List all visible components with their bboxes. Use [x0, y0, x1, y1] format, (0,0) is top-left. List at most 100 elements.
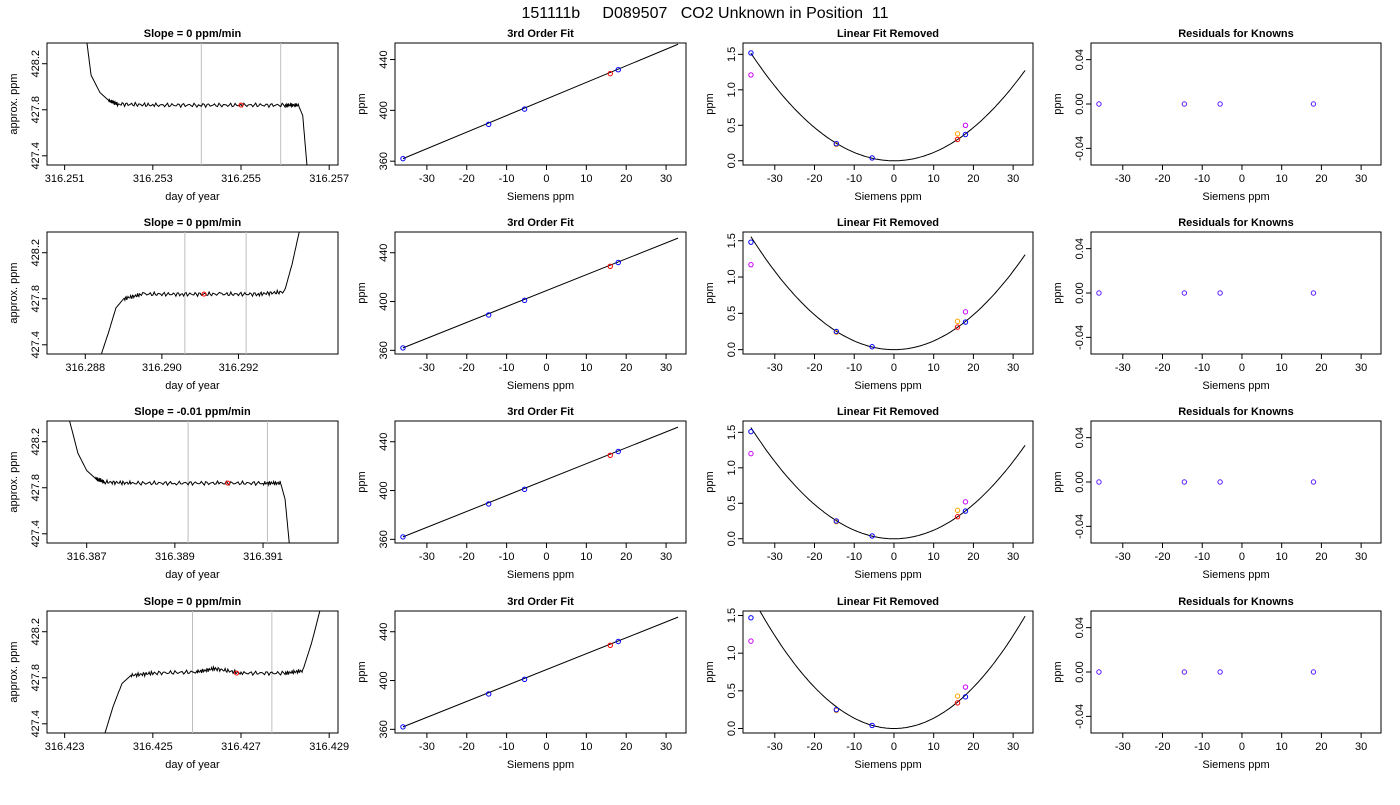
x-tick-label: 10 — [928, 362, 940, 374]
x-tick-label: -20 — [459, 362, 475, 374]
x-tick-label: -30 — [419, 551, 435, 563]
plot-area — [400, 426, 679, 540]
panel-title: Residuals for Knowns — [1178, 28, 1294, 40]
x-tick-label: 10 — [580, 173, 592, 185]
known-point — [748, 428, 754, 435]
x-tick-label: 30 — [1007, 362, 1019, 374]
x-tick-label: 316.387 — [67, 551, 107, 563]
residual-point — [1310, 290, 1317, 296]
known-point — [615, 66, 621, 73]
y-axis-label: ppm — [1052, 93, 1064, 114]
panel-title: Residuals for Knowns — [1178, 406, 1294, 418]
y-axis-label: ppm — [704, 93, 716, 114]
x-tick-label: 10 — [580, 362, 592, 374]
panel-r2-c0: Slope = -0.01 ppm/min 316.387 316.389 316.3… — [8, 406, 339, 581]
y-tick-label: 427.8 — [30, 474, 42, 502]
x-tick-label: -30 — [1115, 551, 1131, 563]
x-tick-label: 20 — [620, 173, 632, 185]
x-tick-label: -20 — [807, 173, 823, 185]
fit-curve — [750, 427, 1026, 540]
x-tick-label: 20 — [620, 551, 632, 563]
residual-point — [1310, 101, 1317, 107]
x-tick-label: 10 — [928, 551, 940, 563]
y-tick-label: 1.0 — [726, 460, 738, 475]
plot-area — [1096, 669, 1317, 675]
residual-point — [1181, 479, 1188, 485]
y-tick-label: 440 — [378, 623, 390, 641]
panel-r1-c2: Linear Fit Removed -30 -20 -10 0 10 20 30 0.0 0.5… — [704, 217, 1034, 392]
x-tick-label: 30 — [660, 741, 672, 753]
residual-point — [1096, 290, 1102, 296]
x-tick-label: 10 — [1276, 362, 1288, 374]
plot-frame — [1090, 610, 1382, 734]
y-axis-label: ppm — [704, 282, 716, 303]
plot-frame — [742, 42, 1034, 166]
panel-title: Slope = -0.01 ppm/min — [134, 406, 251, 418]
residual-point — [1181, 101, 1188, 107]
x-tick-label: -10 — [1194, 551, 1210, 563]
unknown-point — [238, 102, 244, 108]
known-point — [485, 121, 492, 128]
plot-area — [1096, 101, 1317, 107]
series-trace — [104, 611, 321, 733]
y-axis-label: ppm — [356, 282, 368, 303]
orange-point — [954, 131, 961, 137]
x-axis-label: Siemens ppm — [507, 380, 574, 392]
y-axis-label: ppm — [356, 661, 368, 682]
y-tick-label: 0.00 — [1074, 471, 1086, 492]
y-tick-label: 427.8 — [30, 96, 42, 124]
residual-point — [1096, 669, 1102, 675]
x-tick-label: 0 — [543, 362, 549, 374]
plot-area — [104, 611, 321, 733]
known-point — [400, 724, 406, 730]
y-tick-label: 1.5 — [726, 233, 738, 248]
unknown-point — [954, 514, 961, 520]
x-tick-label: -30 — [767, 362, 783, 374]
residual-point — [1217, 669, 1223, 675]
panel-title: Slope = 0 ppm/min — [144, 217, 242, 229]
residual-point — [1217, 290, 1223, 296]
x-tick-label: 20 — [1315, 173, 1327, 185]
y-tick-label: 1.0 — [726, 82, 738, 97]
x-axis-label: day of year — [165, 759, 220, 771]
x-tick-label: 0 — [891, 362, 897, 374]
known-point — [615, 259, 621, 266]
y-tick-label: 428.2 — [30, 428, 42, 456]
y-tick-label: 427.4 — [30, 710, 42, 738]
panel-title: Linear Fit Removed — [837, 217, 939, 229]
known-point — [962, 694, 969, 700]
y-tick-label: 1.0 — [726, 269, 738, 284]
residual-point — [1217, 479, 1223, 485]
plot-frame — [46, 42, 339, 166]
x-tick-label: 316.257 — [309, 173, 349, 185]
plot-frame — [394, 231, 687, 355]
plot-frame — [394, 42, 687, 166]
x-tick-label: -10 — [846, 551, 862, 563]
x-axis-label: Siemens ppm — [854, 569, 921, 581]
plot-area — [400, 43, 679, 162]
x-tick-label: 20 — [967, 551, 979, 563]
x-tick-label: 30 — [660, 173, 672, 185]
residual-point — [1310, 669, 1317, 675]
y-tick-label: 400 — [378, 671, 390, 689]
fit-line — [402, 237, 679, 349]
known-point — [400, 345, 406, 351]
y-tick-label: 427.8 — [30, 285, 42, 313]
panel-r3-c0: Slope = 0 ppm/min 316.423 316.425 316.427 31… — [8, 596, 349, 771]
series-trace — [100, 232, 300, 354]
y-tick-label: 400 — [378, 292, 390, 310]
x-tick-label: 0 — [1239, 173, 1245, 185]
x-axis-label: Siemens ppm — [507, 191, 574, 203]
x-tick-label: -10 — [846, 362, 862, 374]
x-tick-label: 30 — [1355, 173, 1367, 185]
magenta-point — [962, 684, 969, 690]
x-tick-label: -10 — [499, 362, 515, 374]
y-tick-label: 360 — [378, 720, 390, 738]
y-axis-label: ppm — [1052, 471, 1064, 492]
unknown-point — [225, 480, 231, 486]
plot-area — [748, 611, 1026, 729]
x-tick-label: -20 — [1155, 741, 1171, 753]
known-point — [400, 155, 406, 162]
orange-point — [954, 693, 961, 699]
